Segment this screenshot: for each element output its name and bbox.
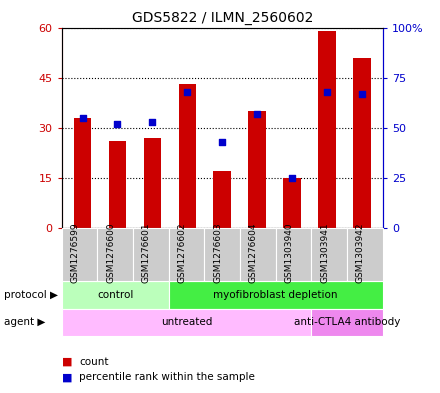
Point	[184, 88, 191, 95]
Bar	[109, 141, 126, 228]
Text: GSM1303941: GSM1303941	[320, 222, 329, 283]
Point	[289, 174, 296, 181]
Bar	[143, 138, 161, 228]
Text: GSM1276599: GSM1276599	[70, 222, 80, 283]
Bar	[249, 111, 266, 228]
Text: protocol ▶: protocol ▶	[4, 290, 59, 300]
Text: anti-CTLA4 antibody: anti-CTLA4 antibody	[294, 317, 400, 327]
Point	[253, 110, 260, 117]
Text: ■: ■	[62, 356, 76, 367]
Text: GSM1303942: GSM1303942	[356, 222, 365, 283]
Text: GSM1276603: GSM1276603	[213, 222, 222, 283]
Text: control: control	[97, 290, 133, 300]
Text: GSM1276602: GSM1276602	[177, 222, 187, 283]
Text: GSM1276601: GSM1276601	[142, 222, 151, 283]
FancyBboxPatch shape	[62, 281, 169, 309]
Title: GDS5822 / ILMN_2560602: GDS5822 / ILMN_2560602	[132, 11, 313, 25]
Text: ■: ■	[62, 372, 76, 382]
FancyBboxPatch shape	[169, 281, 383, 309]
Bar	[318, 31, 336, 228]
Point	[79, 115, 86, 121]
Text: GSM1303940: GSM1303940	[285, 222, 293, 283]
Point	[114, 121, 121, 127]
Point	[149, 119, 156, 125]
Text: GSM1276600: GSM1276600	[106, 222, 115, 283]
Text: agent ▶: agent ▶	[4, 317, 46, 327]
Bar	[283, 178, 301, 228]
Point	[323, 88, 330, 95]
Bar	[353, 58, 370, 228]
Bar	[74, 118, 91, 228]
Text: myofibroblast depletion: myofibroblast depletion	[213, 290, 338, 300]
FancyBboxPatch shape	[62, 309, 312, 336]
Text: untreated: untreated	[161, 317, 212, 327]
Bar	[213, 171, 231, 228]
Point	[219, 139, 226, 145]
Bar	[179, 84, 196, 228]
Text: GSM1276604: GSM1276604	[249, 222, 258, 283]
Text: count: count	[79, 356, 109, 367]
Text: percentile rank within the sample: percentile rank within the sample	[79, 372, 255, 382]
FancyBboxPatch shape	[312, 309, 383, 336]
Point	[358, 90, 365, 97]
